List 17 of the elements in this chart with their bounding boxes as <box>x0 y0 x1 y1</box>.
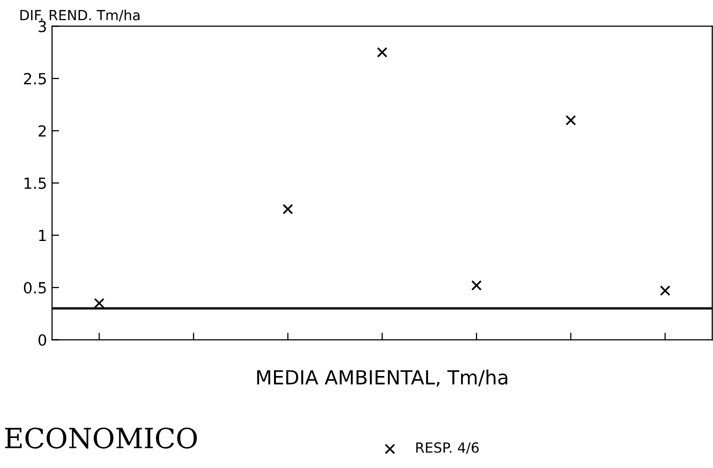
point <box>471 280 482 291</box>
point <box>566 115 576 126</box>
x-axis-title: MEDIA AMBIENTAL, Tm/ha <box>257 370 508 387</box>
point <box>376 47 388 58</box>
text: ECONOMICO <box>5 428 197 449</box>
y-tick-label: 0 <box>38 334 46 346</box>
point <box>282 204 294 214</box>
y-tick-label: 1.5 <box>24 178 46 190</box>
y-tick-label: 0.5 <box>24 282 46 294</box>
legend-label: RESP. 4/6 <box>416 442 479 454</box>
y-tick-label: 1 <box>39 230 46 242</box>
y-axis-title: DIF. REND. Tm/ha <box>20 10 140 22</box>
y-tick-label: 2 <box>38 125 46 137</box>
point <box>94 298 104 308</box>
point <box>660 285 670 296</box>
y-tick-label: 3 <box>38 20 46 32</box>
y-tick-label: 2.5 <box>24 72 46 84</box>
